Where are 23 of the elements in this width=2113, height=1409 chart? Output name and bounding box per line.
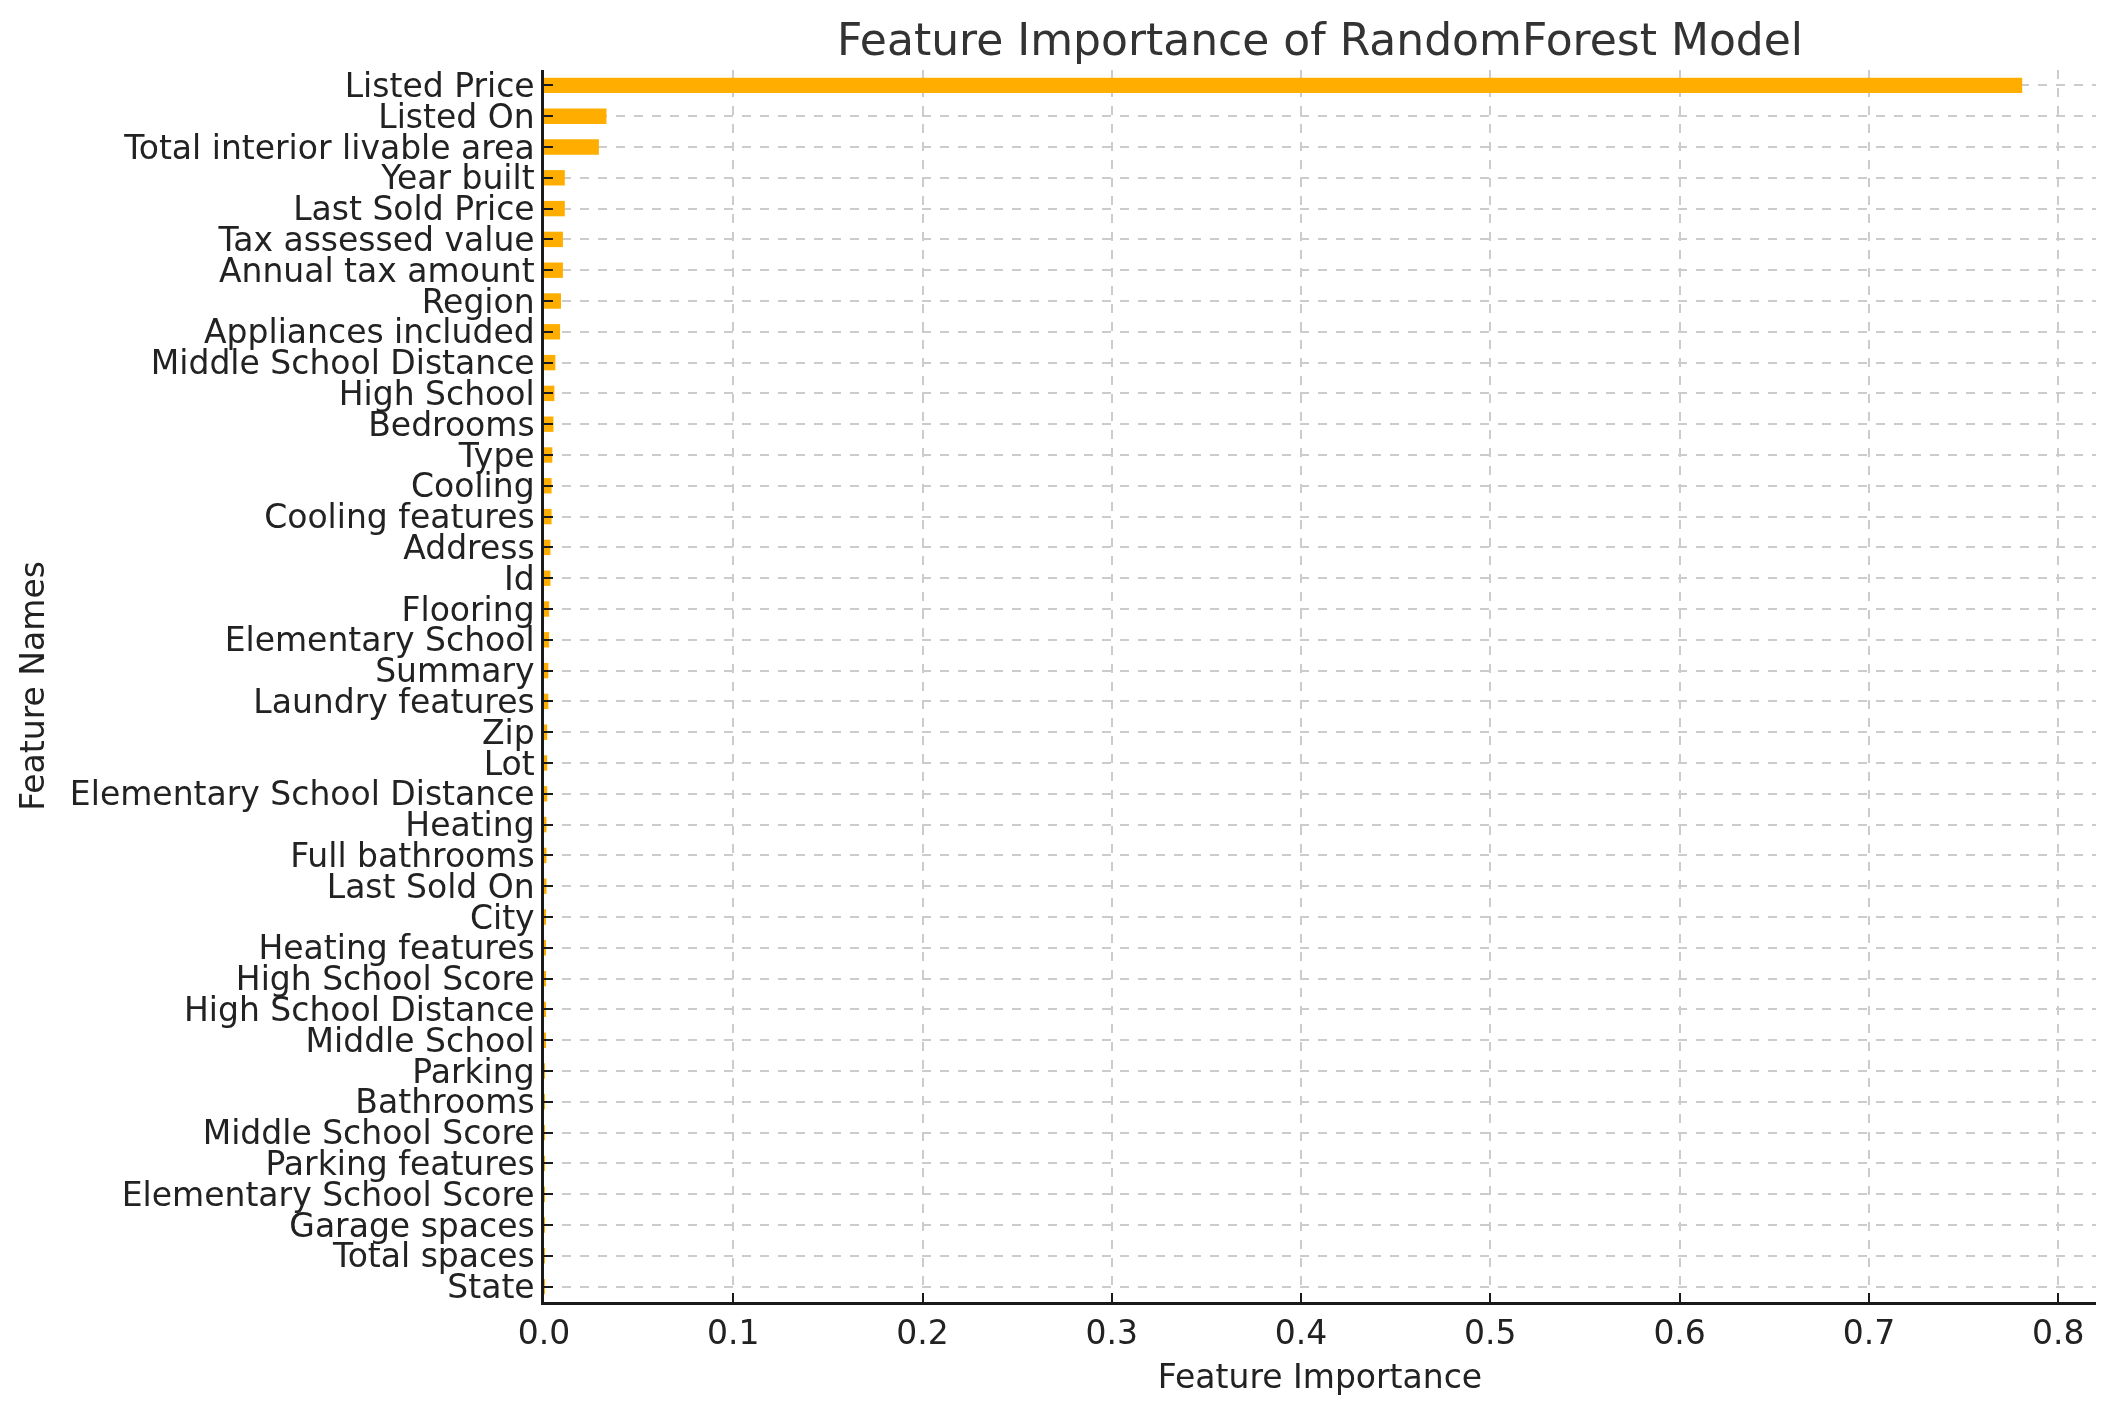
x-tick-label: 0.6 xyxy=(1653,1313,1706,1353)
x-tick-label: 0.4 xyxy=(1274,1313,1328,1353)
chart-title: Feature Importance of RandomForest Model xyxy=(836,14,1804,66)
bar xyxy=(544,170,565,186)
bar xyxy=(544,478,552,494)
x-axis-title: Feature Importance xyxy=(1157,1356,1483,1396)
bar xyxy=(544,200,565,217)
x-tick-label: 0.3 xyxy=(1085,1313,1139,1353)
bar xyxy=(544,324,561,340)
bar xyxy=(544,293,562,309)
x-tick-label: 0.7 xyxy=(1842,1313,1896,1353)
x-tick-label: 0.0 xyxy=(517,1313,571,1353)
y-tick-label: State xyxy=(447,1267,535,1307)
bar xyxy=(544,77,2023,94)
x-tick-label: 0.5 xyxy=(1464,1313,1517,1353)
bar xyxy=(544,139,599,155)
x-tick-label: 0.8 xyxy=(2031,1313,2085,1353)
bar xyxy=(544,231,563,248)
x-tick-label: 0.1 xyxy=(707,1313,760,1353)
bar xyxy=(544,108,607,124)
x-tick-label: 0.2 xyxy=(896,1313,949,1353)
bar xyxy=(544,262,563,278)
y-axis-title: Feature Names xyxy=(12,561,52,811)
